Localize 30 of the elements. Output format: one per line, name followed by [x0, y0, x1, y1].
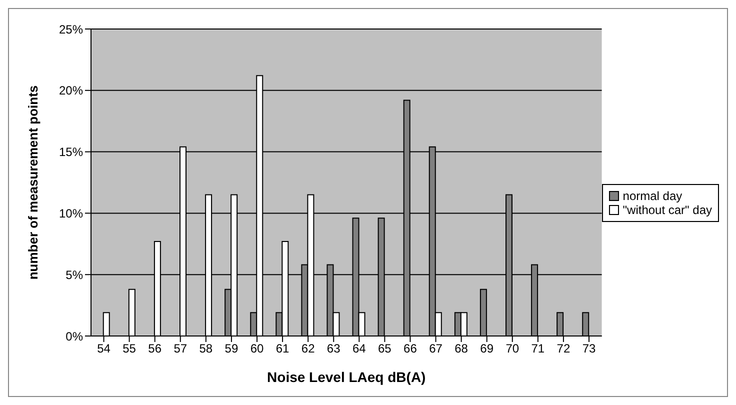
x-tick-label: 59	[224, 342, 238, 356]
y-tick-label: 20%	[58, 84, 84, 98]
x-tick-label: 67	[429, 342, 443, 356]
x-tick-label: 55	[122, 342, 136, 356]
x-tick-label: 58	[199, 342, 213, 356]
x-tick-label: 60	[250, 342, 264, 356]
x-tick-label: 64	[352, 342, 366, 356]
x-tick-label: 57	[174, 342, 188, 356]
x-tick-label: 73	[582, 342, 596, 356]
x-tick-label: 61	[276, 342, 290, 356]
x-tick-label: 63	[326, 342, 341, 356]
y-tick-label: 15%	[58, 145, 84, 160]
y-tick-label: 0%	[66, 329, 84, 344]
y-tick-label: 5%	[66, 268, 84, 282]
x-tick-label: 54	[97, 342, 111, 356]
x-tick-label: 62	[301, 342, 316, 356]
x-tick-label: 69	[480, 342, 494, 356]
x-tick-label: 71	[531, 342, 545, 356]
x-tick-label: 56	[148, 342, 162, 356]
x-tick-label: 66	[404, 342, 418, 356]
y-axis-title: number of measurement points	[26, 85, 41, 280]
x-tick-label: 68	[454, 342, 468, 356]
x-tick-label: 70	[506, 342, 520, 356]
x-tick-label: 72	[556, 342, 570, 356]
legend-label: normal day	[622, 188, 682, 202]
legend-label: "without car" day	[622, 202, 712, 216]
x-axis-title: Noise Level LAeq dB(A)	[267, 369, 426, 385]
y-tick-label: 10%	[58, 206, 84, 220]
y-tick-label: 25%	[58, 22, 84, 36]
x-tick-label: 65	[378, 342, 392, 356]
